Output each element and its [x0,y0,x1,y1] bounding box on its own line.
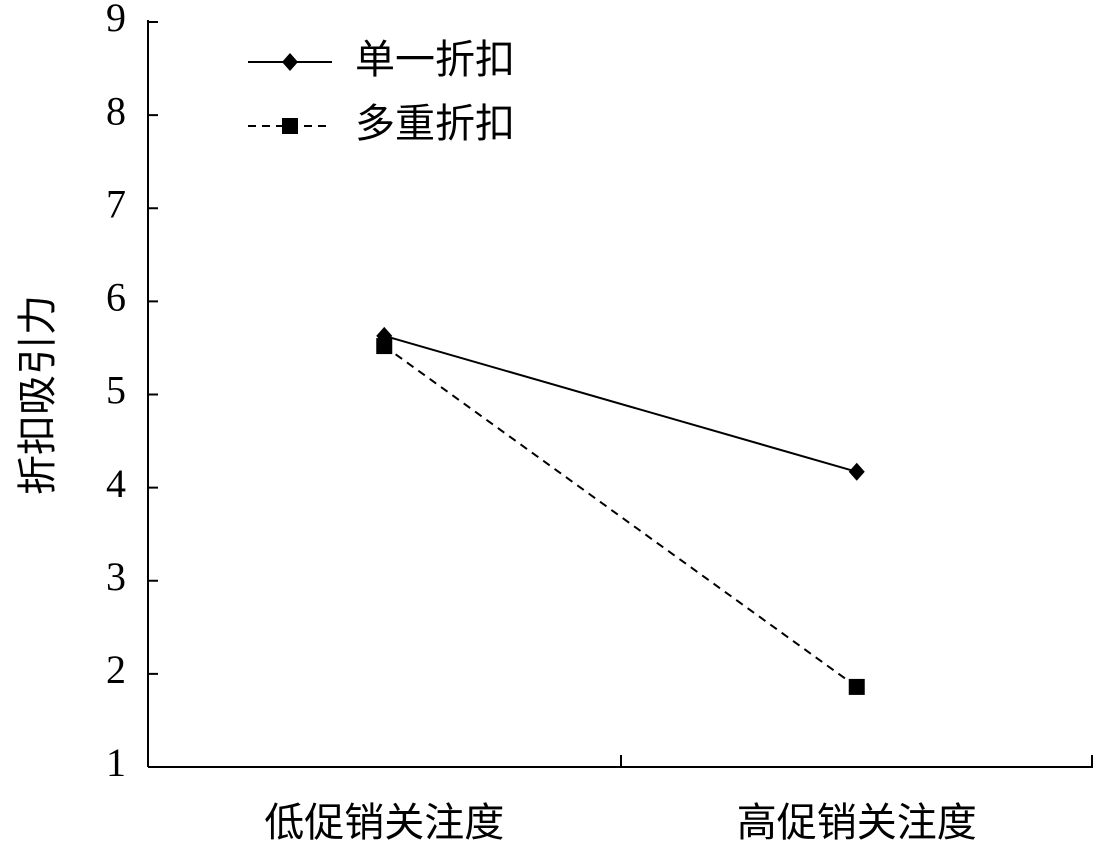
legend-marker [282,53,298,71]
y-tick-label: 9 [106,0,126,40]
legend-label: 多重折扣 [355,101,515,147]
legend-label: 单一折扣 [355,37,515,83]
series-line [383,345,858,688]
y-tick-label: 1 [106,740,126,785]
x-tick-label: 高促销关注度 [737,800,977,846]
data-point [376,338,393,355]
y-tick-label: 5 [106,368,126,413]
y-tick-label: 2 [106,647,126,692]
data-point [848,678,865,695]
data-point [848,462,865,481]
y-tick-label: 6 [106,275,126,320]
y-tick-label: 3 [106,554,126,599]
legend-marker [282,118,298,134]
y-axis-label: 折扣吸引力 [15,295,61,495]
y-tick-label: 7 [106,181,126,226]
series-line [383,334,858,473]
y-tick-label: 8 [106,88,126,133]
y-tick-label: 4 [106,461,126,506]
x-tick-label: 低促销关注度 [264,800,504,846]
